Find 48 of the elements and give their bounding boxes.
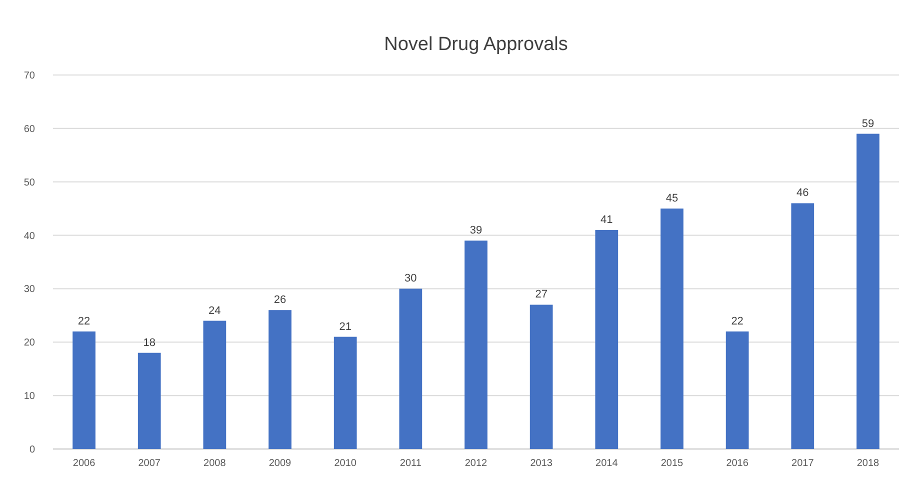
y-tick-label: 70 <box>24 70 36 82</box>
y-tick-label: 50 <box>24 177 36 188</box>
x-tick-label: 2015 <box>660 458 684 469</box>
y-tick-label: 40 <box>24 230 36 242</box>
y-tick-label: 60 <box>24 124 36 135</box>
bar <box>856 134 880 449</box>
data-label: 22 <box>731 315 744 328</box>
data-label: 24 <box>208 304 221 317</box>
bar <box>464 240 488 449</box>
data-label: 18 <box>143 336 156 349</box>
x-tick-label: 2018 <box>856 458 880 469</box>
x-tick-label: 2014 <box>596 458 618 469</box>
y-tick-label: 30 <box>24 284 36 296</box>
bar <box>530 304 553 449</box>
data-label: 59 <box>862 118 874 130</box>
bar <box>203 320 226 449</box>
bar <box>268 310 292 449</box>
bar <box>726 331 749 449</box>
x-tick-label: 2006 <box>72 458 96 469</box>
data-label: 21 <box>339 320 352 333</box>
y-tick-label: 10 <box>24 391 36 402</box>
x-tick-label: 2007 <box>138 458 161 469</box>
data-label: 46 <box>796 187 809 200</box>
bar <box>660 208 684 449</box>
data-label: 27 <box>535 288 548 301</box>
bar <box>399 288 422 449</box>
data-label: 30 <box>404 272 417 285</box>
bar <box>791 203 814 449</box>
data-label: 45 <box>666 192 678 205</box>
y-tick-label: 20 <box>24 338 36 349</box>
x-tick-label: 2016 <box>726 458 749 469</box>
bar <box>138 352 161 449</box>
bar <box>72 331 96 449</box>
chart-title: Novel Drug Approvals <box>384 34 568 55</box>
x-tick-label: 2013 <box>530 458 553 469</box>
data-label: 39 <box>470 224 482 237</box>
x-tick-label: 2011 <box>400 458 422 469</box>
bar <box>595 230 618 449</box>
x-tick-label: 2012 <box>464 458 488 469</box>
x-tick-label: 2017 <box>792 458 814 469</box>
x-tick-label: 2008 <box>204 458 226 469</box>
data-label: 41 <box>600 214 613 226</box>
x-tick-label: 2009 <box>268 458 292 469</box>
y-tick-label: 0 <box>29 444 36 456</box>
data-label: 22 <box>78 315 90 328</box>
x-tick-label: 2010 <box>334 458 357 469</box>
bar <box>334 336 357 449</box>
data-label: 26 <box>274 294 286 306</box>
